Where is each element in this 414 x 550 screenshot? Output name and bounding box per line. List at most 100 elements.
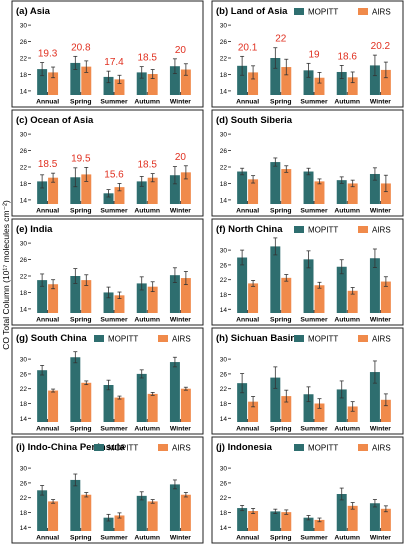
x-tick-label: Winter bbox=[370, 317, 391, 324]
bar-airs bbox=[81, 66, 92, 95]
bar-airs bbox=[147, 393, 158, 422]
bar-airs bbox=[347, 77, 358, 95]
y-tick-label: 22 bbox=[20, 386, 28, 393]
y-axis-label: CO Total Column (10¹⁷ molecules cm⁻²) bbox=[1, 200, 11, 350]
x-tick-label: Winter bbox=[170, 317, 191, 324]
bar-mopitt bbox=[270, 162, 281, 204]
bar-mopitt bbox=[70, 177, 81, 204]
y-tick-label: 22 bbox=[220, 277, 228, 284]
bar-mopitt bbox=[303, 171, 314, 204]
x-tick-label: Summer bbox=[100, 535, 128, 542]
bar-airs bbox=[180, 278, 191, 313]
value-annotation: 17.4 bbox=[104, 57, 124, 68]
x-tick-label: Winter bbox=[370, 99, 391, 106]
panel-title: (i) Indo-China Peninsula bbox=[16, 442, 125, 453]
panel-9: (i) Indo-China Peninsula 14 18 22 26 30 Annual… bbox=[11, 436, 204, 544]
x-tick-label: Spring bbox=[70, 208, 92, 215]
panel-1: (a) Asia 14 18 22 26 30 Annual Spring Summer Autu… bbox=[11, 0, 204, 108]
x-tick-label: Spring bbox=[270, 317, 292, 324]
y-tick-label: 26 bbox=[220, 262, 228, 269]
legend-swatch bbox=[158, 335, 168, 342]
x-tick-label: Autumn bbox=[134, 317, 160, 324]
x-tick-label: Autumn bbox=[134, 535, 160, 542]
x-tick-label: Spring bbox=[70, 99, 92, 106]
bar-airs bbox=[81, 174, 92, 204]
bar-airs bbox=[180, 494, 191, 531]
bar-mopitt bbox=[37, 490, 48, 531]
x-tick-label: Spring bbox=[270, 99, 292, 106]
bar-airs bbox=[314, 77, 325, 95]
legend-label: MOPITT bbox=[108, 335, 138, 344]
bar-mopitt bbox=[136, 495, 147, 531]
bar-airs bbox=[114, 187, 125, 204]
bar-airs bbox=[114, 515, 125, 531]
y-tick-label: 18 bbox=[220, 292, 228, 299]
bar-mopitt bbox=[103, 292, 114, 313]
y-tick-label: 18 bbox=[20, 401, 28, 408]
bar-airs bbox=[114, 79, 125, 95]
y-tick-label: 22 bbox=[220, 386, 228, 393]
bar-airs bbox=[314, 403, 325, 422]
bar-airs bbox=[380, 399, 391, 422]
y-tick-label: 18 bbox=[20, 510, 28, 517]
legend-swatch bbox=[94, 444, 104, 451]
bar-airs bbox=[147, 74, 158, 95]
legend-swatch bbox=[294, 444, 304, 451]
bar-mopitt bbox=[336, 494, 347, 531]
panel-frame bbox=[211, 218, 404, 326]
bar-airs bbox=[281, 512, 292, 531]
value-annotation: 18.6 bbox=[337, 51, 357, 62]
bar-airs bbox=[347, 505, 358, 531]
y-tick-label: 14 bbox=[220, 416, 228, 423]
bar-airs bbox=[81, 280, 92, 313]
panel-title: (j) Indonesia bbox=[216, 442, 273, 453]
bar-airs bbox=[347, 183, 358, 204]
y-tick-label: 22 bbox=[220, 165, 228, 172]
panel-title: (d) South Siberia bbox=[216, 115, 293, 126]
y-tick-label: 30 bbox=[220, 357, 228, 364]
panel-7: (g) South China 14 18 22 26 30 Annual Spring Sum… bbox=[11, 327, 204, 435]
y-tick-label: 30 bbox=[220, 466, 228, 473]
bar-mopitt bbox=[103, 193, 114, 204]
legend-label: MOPITT bbox=[108, 444, 138, 453]
bar-airs bbox=[48, 284, 59, 313]
bar-mopitt bbox=[169, 275, 180, 313]
panel-frame bbox=[211, 327, 404, 435]
y-tick-label: 30 bbox=[220, 23, 228, 30]
y-tick-label: 14 bbox=[20, 88, 28, 95]
x-tick-label: Annual bbox=[236, 99, 259, 106]
bar-airs bbox=[248, 72, 259, 95]
x-tick-label: Autumn bbox=[334, 208, 360, 215]
bar-mopitt bbox=[303, 70, 314, 95]
bar-mopitt bbox=[169, 484, 180, 531]
x-tick-label: Winter bbox=[170, 426, 191, 433]
value-annotation: 18.5 bbox=[38, 159, 58, 170]
y-tick-label: 26 bbox=[20, 371, 28, 378]
bar-airs bbox=[380, 183, 391, 204]
x-tick-label: Annual bbox=[36, 208, 59, 215]
panel-title: (b) Land of Asia bbox=[216, 6, 288, 17]
y-tick-label: 18 bbox=[220, 181, 228, 188]
panel-title: (f) North China bbox=[216, 224, 283, 235]
x-tick-label: Winter bbox=[370, 535, 391, 542]
bar-mopitt bbox=[270, 246, 281, 313]
bar-airs bbox=[114, 295, 125, 313]
panel-5: (e) India 14 18 22 26 30 Annual Spring Summer Aut… bbox=[11, 218, 204, 326]
panel-frame bbox=[11, 436, 204, 544]
y-tick-label: 26 bbox=[20, 148, 28, 155]
y-tick-label: 14 bbox=[20, 197, 28, 204]
legend-label: AIRS bbox=[372, 335, 391, 344]
y-tick-label: 26 bbox=[20, 39, 28, 46]
y-tick-label: 18 bbox=[220, 72, 228, 79]
y-tick-label: 14 bbox=[20, 416, 28, 423]
bar-airs bbox=[380, 69, 391, 95]
legend-swatch bbox=[294, 335, 304, 342]
value-annotation: 19.3 bbox=[38, 49, 58, 60]
x-tick-label: Spring bbox=[70, 426, 92, 433]
bar-airs bbox=[48, 390, 59, 422]
panel-6: (f) North China 14 18 22 26 30 Annual Spring Sum… bbox=[211, 218, 404, 326]
bar-mopitt bbox=[70, 479, 81, 531]
bar-airs bbox=[180, 69, 191, 95]
bar-mopitt bbox=[169, 362, 180, 422]
